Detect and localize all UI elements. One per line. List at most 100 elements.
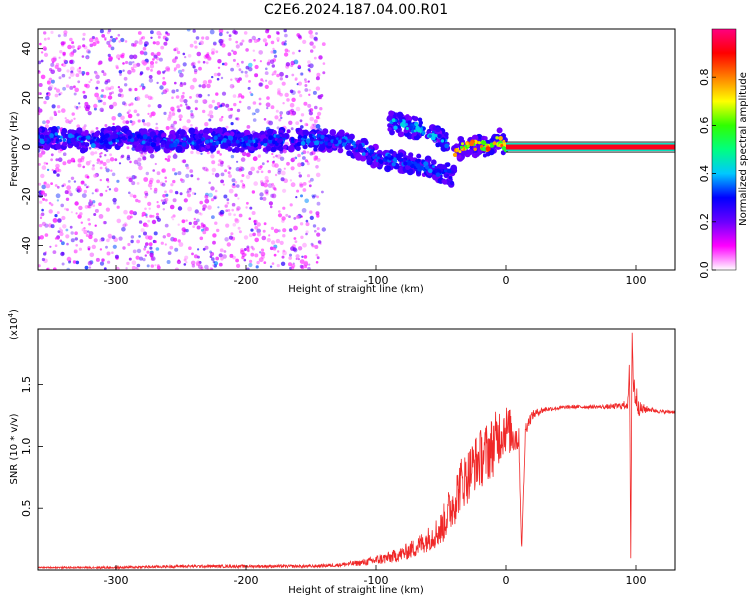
spectrogram-speckle-dot [169, 204, 175, 210]
spectrogram-speckle-dot [193, 220, 198, 226]
spectrogram-speckle-dot [302, 156, 306, 160]
spectrogram-speckle-dot [171, 109, 175, 113]
spectrogram-ridge-dot [232, 139, 236, 143]
spectrogram-speckle-dot [246, 267, 250, 270]
spectrogram-speckle-dot [201, 36, 205, 40]
spectrogram-speckle-dot [192, 29, 196, 33]
spectrogram-speckle-dot [104, 154, 107, 157]
spectrogram-speckle-dot [313, 36, 318, 41]
spectrogram-speckle-dot [159, 33, 162, 36]
spectrogram-speckle-dot [204, 198, 210, 204]
spectrogram-speckle-dot [308, 63, 314, 69]
spectrogram-speckle-dot [55, 163, 60, 169]
spectrogram-speckle-dot [284, 48, 289, 53]
spectrogram-speckle-dot [110, 169, 113, 172]
spectrogram-speckle-dot [165, 193, 169, 197]
spectrogram-speckle-dot [70, 238, 75, 243]
spectrogram-ridge-dot [233, 142, 238, 147]
spectrogram-speckle-dot [78, 66, 82, 70]
spectrogram-speckle-dot [199, 40, 204, 46]
spectrogram-speckle-dot [251, 247, 255, 251]
spectrogram-ridge-dot [78, 137, 82, 141]
spectrogram-speckle-dot [262, 80, 265, 83]
spectrogram-speckle-dot [71, 112, 75, 116]
spectrogram-speckle-dot [260, 248, 265, 252]
spectrogram-speckle-dot [196, 177, 200, 181]
spectrogram-speckle-dot [193, 254, 198, 259]
spectrogram-band-dot [386, 165, 392, 171]
spectrogram-ridge-dot [187, 139, 192, 143]
spectrogram-speckle-dot [288, 228, 293, 232]
spectrogram-speckle-dot [107, 53, 111, 58]
spectrogram-speckle-dot [93, 173, 98, 178]
spectrogram-band-dot [435, 127, 441, 133]
spectrogram-speckle-dot [247, 249, 250, 253]
spectrogram-speckle-dot [56, 185, 60, 189]
spec-y-tick-label: 0 [20, 144, 33, 151]
spectrogram-speckle-dot [290, 64, 294, 68]
spectrogram-ridge-dot [405, 126, 409, 131]
spectrogram-speckle-dot [279, 156, 285, 161]
spectrogram-speckle-dot [295, 196, 298, 199]
spectrogram-ridge-dot [478, 141, 481, 145]
spectrogram-speckle-dot [223, 62, 228, 66]
spectrogram-speckle-dot [315, 76, 320, 81]
spectrogram-speckle-dot [291, 110, 297, 116]
spectrogram-speckle-dot [218, 32, 223, 37]
spectrogram-speckle-dot [93, 238, 98, 243]
snr-x-label: Height of straight line (km) [288, 585, 424, 596]
spectrogram-speckle-dot [219, 41, 224, 45]
spectrogram-speckle-dot [259, 196, 263, 201]
spectrogram-speckle-dot [297, 246, 303, 251]
spectrogram-speckle-dot [72, 49, 77, 53]
spectrogram-speckle-dot [277, 88, 281, 92]
spectrogram-speckle-dot [219, 248, 224, 253]
spectrogram-speckle-dot [74, 237, 79, 241]
spectrogram-band-dot [154, 147, 159, 152]
spectrogram-speckle-dot [267, 183, 273, 189]
spectrogram-speckle-dot [146, 66, 150, 71]
spectrogram-speckle-dot [266, 62, 271, 66]
spectrogram-speckle-dot [128, 257, 132, 261]
spectrogram-speckle-dot [80, 221, 84, 224]
spectrogram-speckle-dot [236, 108, 241, 113]
spectrogram-speckle-dot [94, 37, 99, 43]
spectrogram-speckle-dot [236, 62, 239, 65]
spectrogram-speckle-dot [189, 169, 194, 174]
spectrogram-speckle-dot [179, 118, 182, 121]
spectrogram-speckle-dot [47, 37, 50, 40]
spectrogram-band-dot [427, 157, 432, 162]
spectrogram-speckle-dot [56, 173, 60, 177]
spectrogram-speckle-dot [152, 169, 155, 172]
spectrogram-speckle-dot [319, 107, 323, 111]
spectrogram-speckle-dot [253, 59, 256, 62]
spectrogram-speckle-dot [270, 226, 274, 230]
spectrogram-speckle-dot [90, 151, 95, 156]
spectrogram-speckle-dot [258, 82, 263, 87]
spectrogram-speckle-dot [58, 76, 62, 80]
spectrogram-speckle-dot [306, 162, 310, 166]
spectrogram-speckle-dot [235, 258, 240, 263]
spectrogram-speckle-dot [111, 38, 117, 43]
spectrogram-speckle-dot [86, 175, 90, 179]
spectrogram-speckle-dot [127, 113, 133, 119]
spectrogram-speckle-dot [250, 93, 254, 97]
spectrogram-speckle-dot [43, 37, 47, 41]
spectrogram-speckle-dot [81, 156, 85, 160]
spectrogram-speckle-dot [138, 165, 143, 171]
spectrogram-band-dot [99, 132, 105, 137]
spectrogram-speckle-dot [209, 114, 214, 119]
spectrogram-speckle-dot [102, 94, 107, 99]
spectrogram-speckle-dot [183, 82, 187, 86]
spectrogram-speckle-dot [183, 198, 188, 203]
spectrogram-speckle-dot [276, 126, 280, 130]
spectrogram-ridge-dot [498, 140, 503, 144]
spectrogram-speckle-dot [300, 72, 304, 76]
spectrogram-speckle-dot [82, 126, 86, 130]
spectrogram-speckle-dot [174, 267, 179, 270]
spectrogram-ridge-dot [150, 142, 155, 147]
spectrogram-speckle-dot [66, 267, 70, 270]
spectrogram-speckle-dot [263, 222, 267, 226]
spectrogram-speckle-dot [206, 151, 210, 155]
